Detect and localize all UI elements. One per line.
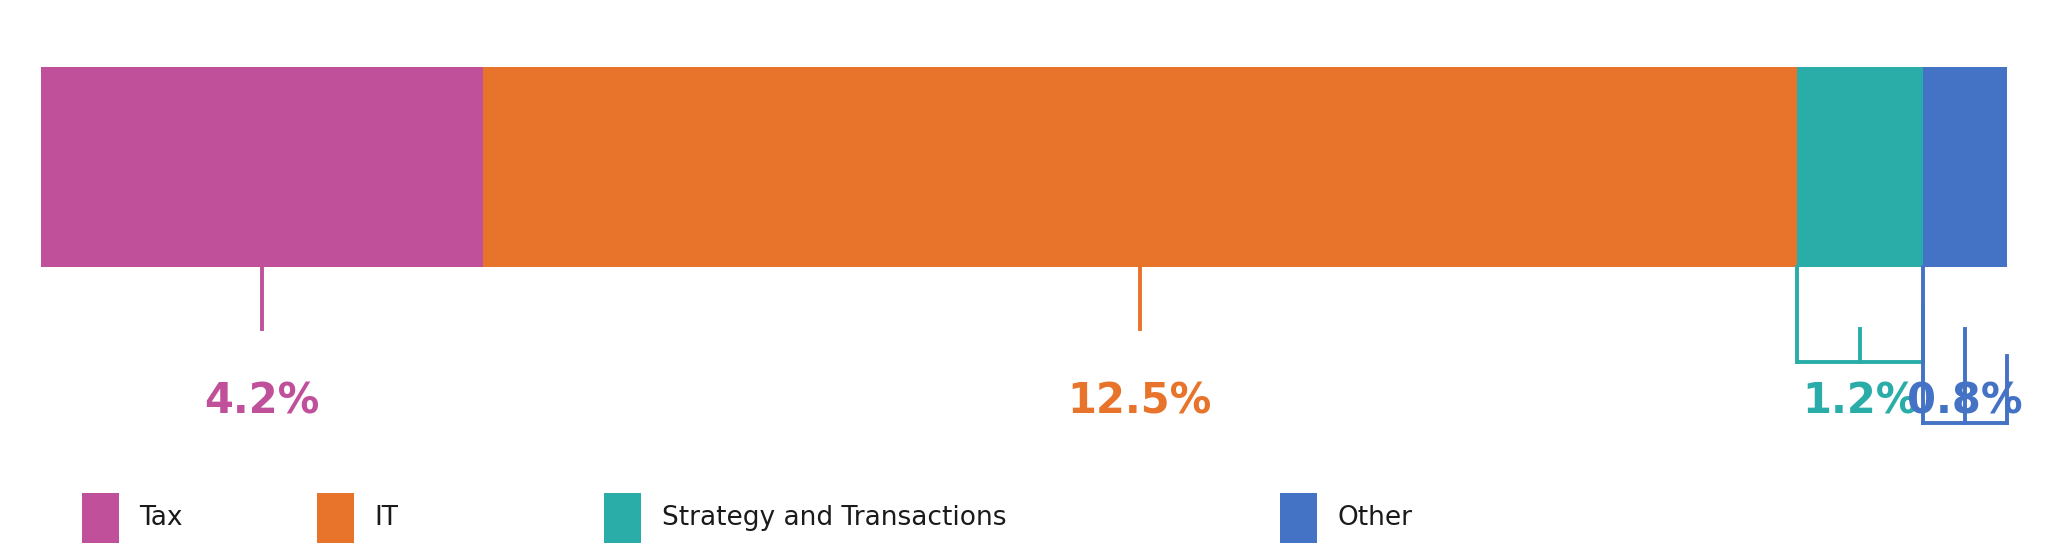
Bar	[41, 67, 483, 267]
Text: 12.5%: 12.5%	[1067, 380, 1212, 422]
Bar	[82, 493, 119, 543]
Text: 0.8%: 0.8%	[1907, 380, 2023, 422]
Bar	[1796, 67, 1923, 267]
Bar	[483, 67, 1796, 267]
Text: 1.2%: 1.2%	[1802, 380, 1917, 422]
Text: IT: IT	[375, 505, 399, 531]
Bar	[317, 493, 354, 543]
Text: 4.2%: 4.2%	[205, 380, 319, 422]
Text: Other: Other	[1337, 505, 1413, 531]
Text: Tax: Tax	[139, 505, 182, 531]
Text: Strategy and Transactions: Strategy and Transactions	[662, 505, 1006, 531]
Bar	[1923, 67, 2007, 267]
Bar	[604, 493, 641, 543]
Bar	[1280, 493, 1317, 543]
